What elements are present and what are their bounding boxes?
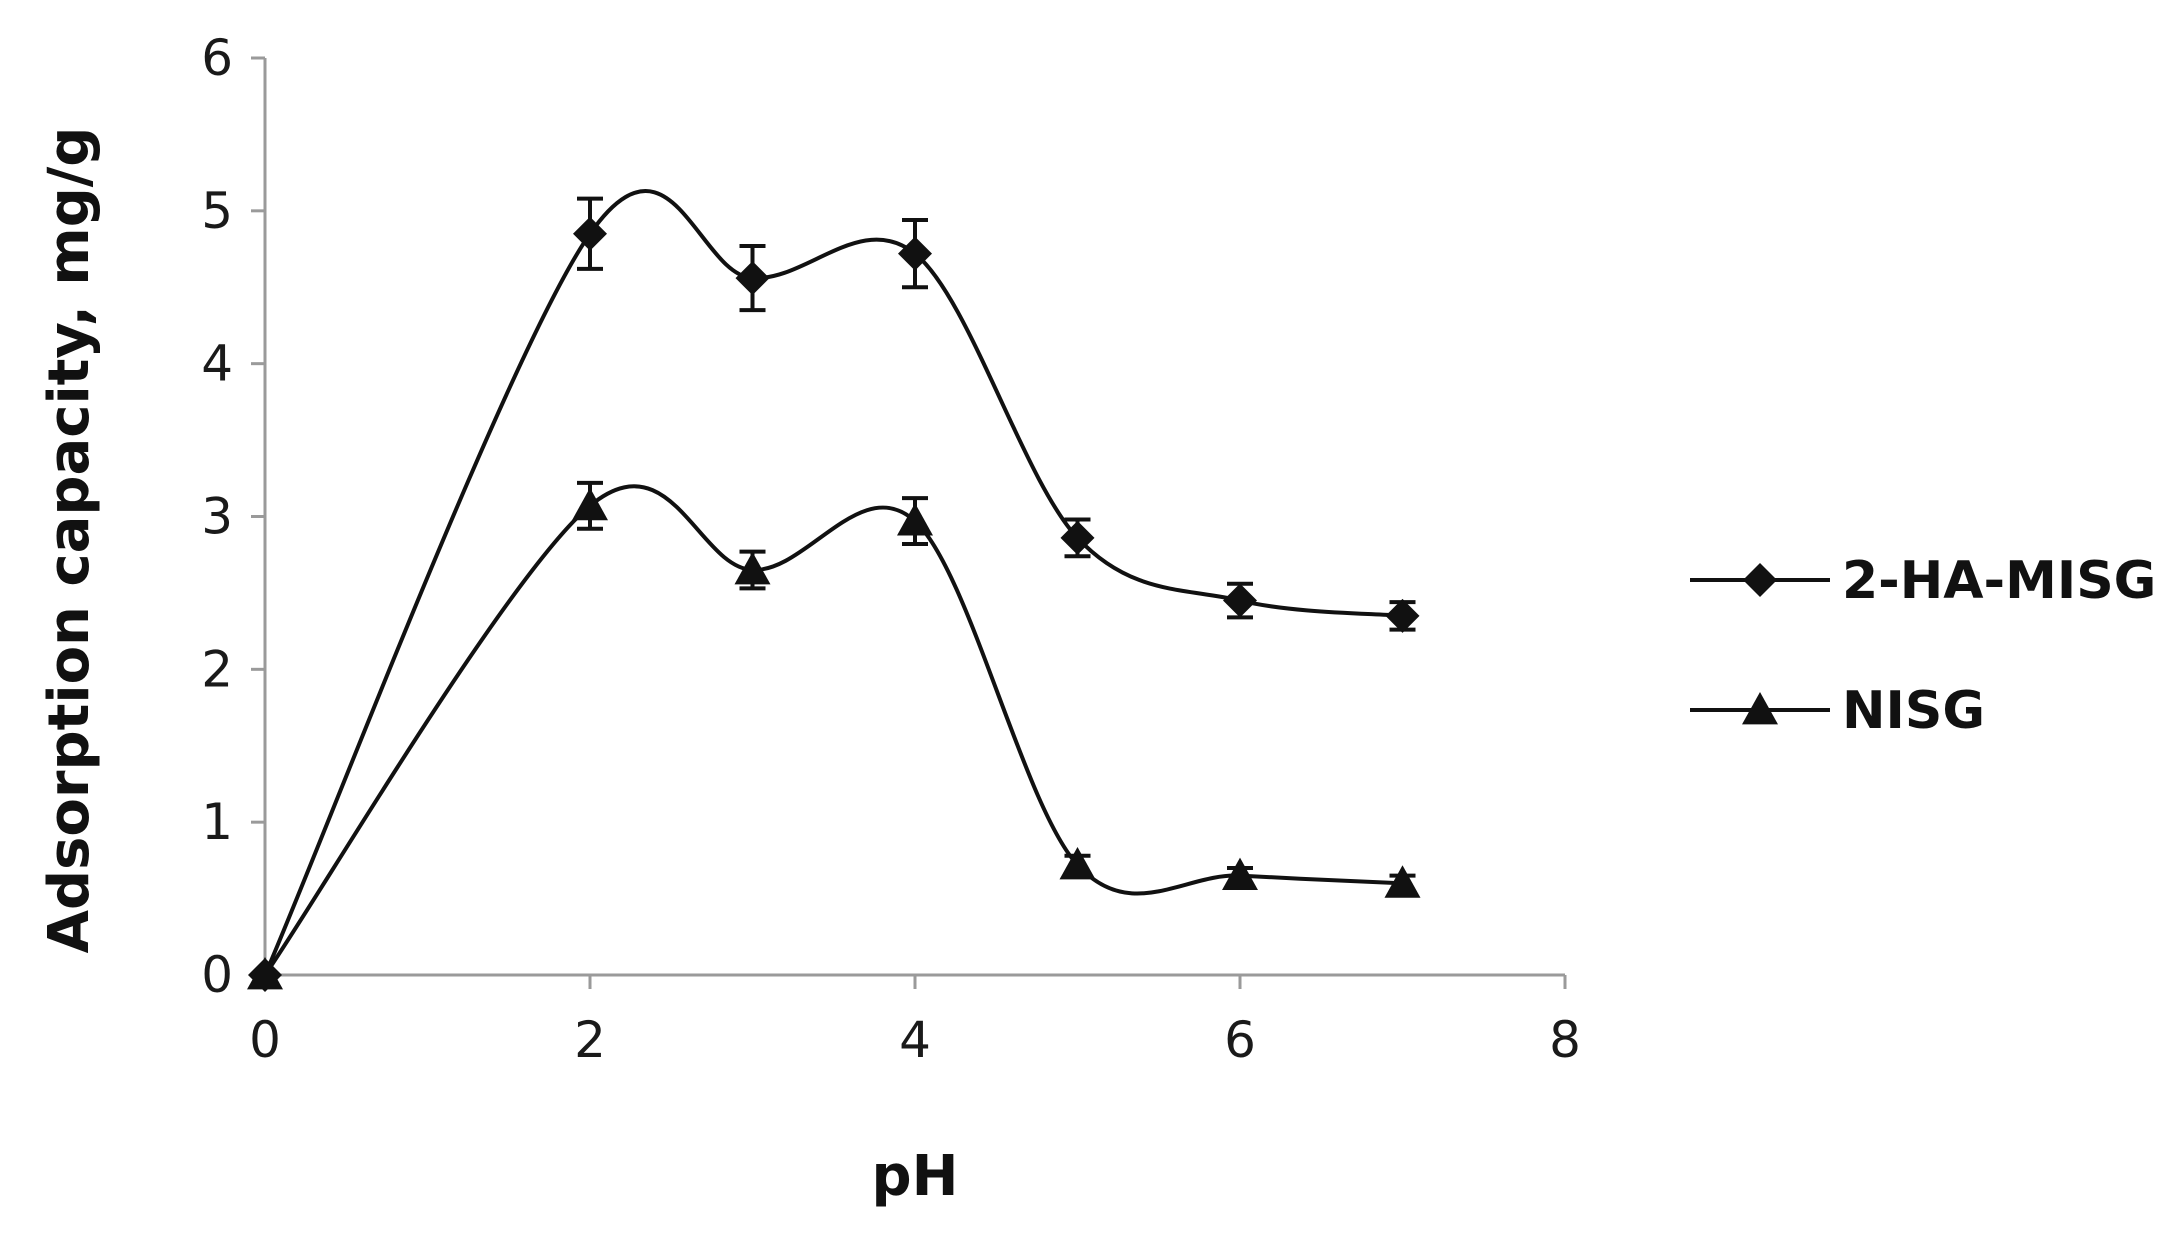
- data-point: [735, 261, 770, 296]
- series-1: [248, 189, 1420, 992]
- data-point: [247, 957, 283, 990]
- y-tick-label: 1: [201, 793, 233, 851]
- x-tick-label: 2: [574, 1011, 606, 1069]
- data-point: [1384, 865, 1421, 898]
- data-point: [734, 551, 771, 585]
- x-tick-label: 4: [899, 1011, 931, 1069]
- data-point: [1060, 520, 1095, 555]
- y-tick-label: 6: [201, 29, 233, 87]
- y-tick-label: 3: [201, 488, 233, 546]
- y-tick-label: 4: [201, 335, 233, 393]
- data-point: [1059, 846, 1096, 880]
- y-tick-label: 5: [201, 182, 233, 240]
- x-tick-label: 0: [249, 1011, 281, 1069]
- series-line: [263, 189, 1403, 976]
- legend-label: 2-HA-MISG: [1842, 551, 2156, 611]
- series-line: [263, 484, 1403, 977]
- legend-marker: [1742, 692, 1778, 725]
- data-point: [572, 487, 608, 521]
- y-tick-label: 2: [201, 640, 233, 698]
- legend-item: NISG: [1690, 681, 1985, 741]
- x-tick-label: 8: [1549, 1011, 1581, 1069]
- legend-marker: [1743, 563, 1777, 597]
- data-point: [1223, 583, 1257, 618]
- y-axis-title: Adsorption capacity, mg/g: [37, 127, 102, 954]
- legend: 2-HA-MISG NISG: [1690, 551, 2156, 741]
- legend-item: 2-HA-MISG: [1690, 551, 2156, 611]
- x-ticks: 0 2 4 6 8: [249, 975, 1581, 1069]
- series-2: [247, 480, 1421, 990]
- x-tick-label: 6: [1224, 1011, 1256, 1069]
- data-point: [1222, 857, 1258, 891]
- y-ticks: 0 1 2 3 4 5 6: [201, 29, 265, 1004]
- series-layer: [247, 189, 1421, 992]
- x-axis-title: pH: [872, 1144, 959, 1209]
- legend-label: NISG: [1842, 681, 1985, 741]
- data-point: [573, 216, 607, 251]
- y-tick-label: 0: [201, 946, 233, 1004]
- data-point: [1385, 598, 1420, 633]
- data-point: [898, 236, 932, 271]
- data-point: [897, 503, 933, 536]
